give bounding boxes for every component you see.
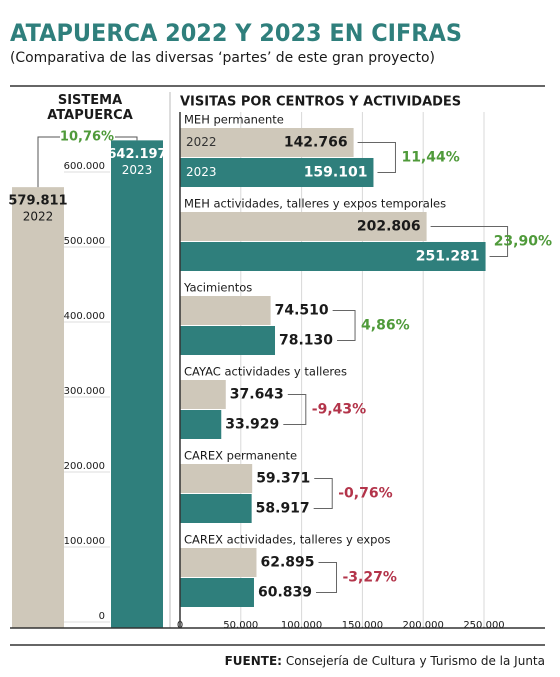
category-label: CAYAC actividades y talleres xyxy=(184,365,347,379)
source-text: Consejería de Cultura y Turismo de la Ju… xyxy=(286,654,545,668)
y-tick-label: 400.000 xyxy=(64,311,105,322)
change-label: -9,43% xyxy=(312,402,366,418)
bar xyxy=(12,187,64,628)
value-label: 642.197 xyxy=(107,147,166,162)
change-bracket xyxy=(430,226,509,257)
bar xyxy=(180,548,257,577)
value-label: 202.806 xyxy=(357,219,421,235)
y-tick-label: 0 xyxy=(99,611,105,622)
value-label: 579.811 xyxy=(8,194,67,209)
change-bracket xyxy=(316,562,338,593)
bar xyxy=(180,326,276,355)
y-tick-label: 100.000 xyxy=(64,536,105,547)
change-bracket xyxy=(37,136,138,188)
y-tick-label: 300.000 xyxy=(64,386,105,397)
value-label: 78.130 xyxy=(279,333,333,349)
category-label: CAREX permanente xyxy=(184,449,297,463)
x-tick-label: 200.000 xyxy=(403,620,444,631)
x-tick-label: 250.000 xyxy=(463,620,504,631)
bar xyxy=(180,128,354,157)
change-label: 4,86% xyxy=(361,318,410,334)
bar xyxy=(111,140,163,629)
change-bracket xyxy=(313,478,333,509)
y-tick-label: 500.000 xyxy=(64,236,105,247)
x-tick-label: 50.000 xyxy=(223,620,258,631)
change-label: 11,44% xyxy=(401,150,459,166)
change-label: -0,76% xyxy=(338,486,392,502)
bar xyxy=(180,494,252,523)
subtitle: (Comparativa de las diversas ‘partes’ de… xyxy=(10,50,435,66)
value-label: 251.281 xyxy=(416,249,480,265)
bar xyxy=(180,380,226,409)
value-label: 62.895 xyxy=(260,555,314,571)
bar xyxy=(180,242,486,271)
y-tick-label: 200.000 xyxy=(64,461,105,472)
category-label: MEH permanente xyxy=(184,113,284,127)
value-label: 74.510 xyxy=(275,303,329,319)
value-label: 142.766 xyxy=(284,135,348,151)
section-title: VISITAS POR CENTROS Y ACTIVIDADES xyxy=(180,95,461,110)
y-tick-label: 600.000 xyxy=(64,161,105,172)
bar xyxy=(180,410,222,439)
change-label: -3,27% xyxy=(343,570,397,586)
category-label: MEH actividades, talleres y expos tempor… xyxy=(184,197,446,211)
value-label: 58.917 xyxy=(256,501,310,517)
source-label: FUENTE: xyxy=(225,654,282,668)
x-tick-label: 100.000 xyxy=(281,620,322,631)
bar xyxy=(180,212,427,241)
category-label: CAREX actividades, talleres y expos xyxy=(184,533,390,547)
change-label: 23,90% xyxy=(494,234,552,250)
source: FUENTE: Consejería de Cultura y Turismo … xyxy=(225,654,545,668)
change-label: 10,76% xyxy=(60,130,114,145)
legend-label: 2023 xyxy=(186,165,217,179)
bar xyxy=(180,464,253,493)
category-label: 2022 xyxy=(23,210,54,224)
category-label: 2023 xyxy=(122,163,153,177)
value-label: 37.643 xyxy=(230,387,284,403)
change-bracket xyxy=(283,394,307,425)
bar xyxy=(180,296,271,325)
bar xyxy=(180,578,254,607)
change-bracket xyxy=(357,142,396,173)
category-label: Yacimientos xyxy=(183,281,252,295)
value-label: 33.929 xyxy=(225,417,279,433)
change-bracket xyxy=(332,310,356,341)
value-label: 159.101 xyxy=(304,165,368,181)
title: ATAPUERCA 2022 Y 2023 EN CIFRAS xyxy=(10,19,462,47)
section-title: SISTEMA ATAPUERCA xyxy=(47,93,133,123)
legend-label: 2022 xyxy=(186,135,217,149)
x-tick-label: 150.000 xyxy=(342,620,383,631)
value-label: 59.371 xyxy=(256,471,310,487)
bar xyxy=(180,158,374,187)
value-label: 60.839 xyxy=(258,585,312,601)
